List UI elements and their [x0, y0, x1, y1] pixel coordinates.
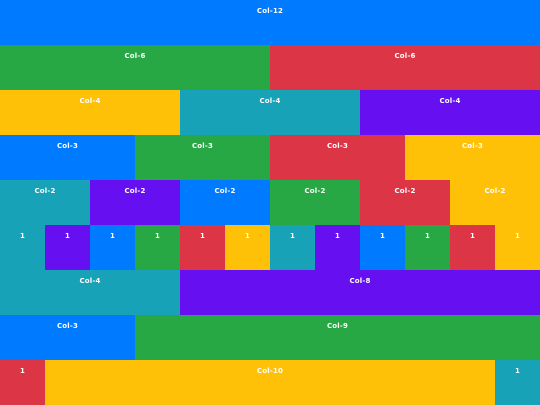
col-4-cell: Col-4: [360, 90, 540, 135]
col-6-cell: Col-6: [270, 45, 540, 90]
col-2-cell: Col-2: [360, 180, 450, 225]
cell-label: Col-3: [56, 322, 79, 330]
col-12-cell: Col-12: [0, 0, 540, 45]
cell-label: Col-3: [56, 142, 79, 150]
grid-row-6: 1 1 1 1 1 1 1 1 1 1 1 1: [0, 225, 540, 270]
cell-label: 1: [244, 232, 251, 240]
cell-label: Col-2: [304, 187, 326, 195]
col-2-cell: Col-2: [450, 180, 540, 225]
col-3-cell: Col-3: [405, 135, 540, 180]
col-1-cell: 1: [0, 225, 45, 270]
col-4-cell: Col-4: [0, 270, 180, 315]
cell-label: Col-2: [394, 187, 416, 195]
col-1-cell: 1: [225, 225, 270, 270]
col-6-cell: Col-6: [0, 45, 270, 90]
cell-label: 1: [199, 232, 206, 240]
col-1-cell: 1: [0, 360, 45, 405]
cell-label: 1: [154, 232, 161, 240]
col-1-cell: 1: [495, 360, 540, 405]
col-1-cell: 1: [180, 225, 225, 270]
cell-label: Col-6: [124, 52, 146, 60]
col-3-cell: Col-3: [0, 135, 135, 180]
grid-row-3: Col-4 Col-4 Col-4: [0, 90, 540, 135]
cell-label: Col-12: [256, 7, 284, 15]
col-3-cell: Col-3: [270, 135, 405, 180]
cell-label: 1: [19, 367, 26, 375]
cell-label: 1: [109, 232, 116, 240]
col-3-cell: Col-3: [0, 315, 135, 360]
grid-row-7: Col-4 Col-8: [0, 270, 540, 315]
col-8-cell: Col-8: [180, 270, 540, 315]
cell-label: Col-4: [79, 97, 101, 105]
col-1-cell: 1: [315, 225, 360, 270]
cell-label: Col-2: [34, 187, 56, 195]
cell-label: Col-3: [326, 142, 349, 150]
cell-label: Col-3: [461, 142, 484, 150]
cell-label: 1: [469, 232, 476, 240]
cell-label: 1: [424, 232, 431, 240]
col-1-cell: 1: [360, 225, 405, 270]
grid-row-4: Col-3 Col-3 Col-3 Col-3: [0, 135, 540, 180]
cell-label: 1: [289, 232, 296, 240]
col-1-cell: 1: [495, 225, 540, 270]
col-10-cell: Col-10: [45, 360, 495, 405]
col-4-cell: Col-4: [180, 90, 360, 135]
grid-row-2: Col-6 Col-6: [0, 45, 540, 90]
col-9-cell: Col-9: [135, 315, 540, 360]
grid-row-9: 1 Col-10 1: [0, 360, 540, 405]
cell-label: 1: [514, 367, 521, 375]
cell-label: Col-4: [439, 97, 461, 105]
cell-label: Col-2: [484, 187, 506, 195]
cell-label: Col-9: [326, 322, 349, 330]
grid-row-1: Col-12: [0, 0, 540, 45]
cell-label: Col-6: [394, 52, 416, 60]
col-2-cell: Col-2: [0, 180, 90, 225]
cell-label: 1: [379, 232, 386, 240]
col-1-cell: 1: [45, 225, 90, 270]
col-1-cell: 1: [405, 225, 450, 270]
cell-label: 1: [514, 232, 521, 240]
cell-label: Col-4: [79, 277, 101, 285]
cell-label: 1: [334, 232, 341, 240]
col-1-cell: 1: [135, 225, 180, 270]
cell-label: Col-10: [256, 367, 284, 375]
grid-row-5: Col-2 Col-2 Col-2 Col-2 Col-2 Col-2: [0, 180, 540, 225]
cell-label: Col-2: [124, 187, 146, 195]
col-1-cell: 1: [90, 225, 135, 270]
cell-label: Col-2: [214, 187, 236, 195]
col-4-cell: Col-4: [0, 90, 180, 135]
cell-label: 1: [19, 232, 26, 240]
cell-label: Col-4: [259, 97, 281, 105]
col-3-cell: Col-3: [135, 135, 270, 180]
cell-label: 1: [64, 232, 71, 240]
cell-label: Col-8: [349, 277, 371, 285]
col-1-cell: 1: [270, 225, 315, 270]
col-2-cell: Col-2: [180, 180, 270, 225]
cell-label: Col-3: [191, 142, 214, 150]
col-2-cell: Col-2: [270, 180, 360, 225]
grid-row-8: Col-3 Col-9: [0, 315, 540, 360]
col-2-cell: Col-2: [90, 180, 180, 225]
col-1-cell: 1: [450, 225, 495, 270]
